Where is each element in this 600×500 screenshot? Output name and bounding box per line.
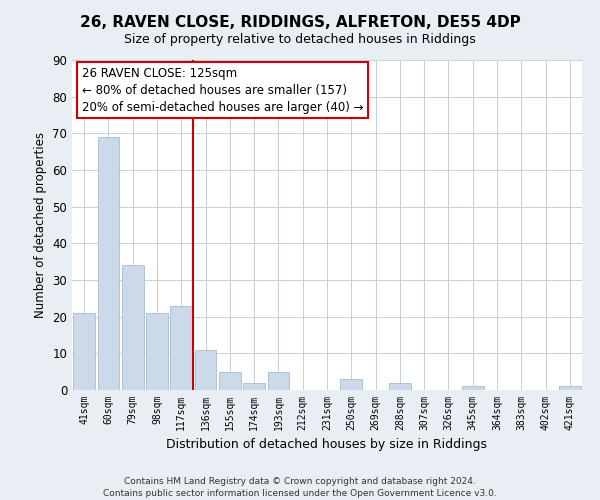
X-axis label: Distribution of detached houses by size in Riddings: Distribution of detached houses by size …	[167, 438, 487, 452]
Bar	[559, 386, 581, 390]
Bar	[73, 313, 95, 390]
Bar	[462, 386, 484, 390]
Text: 26 RAVEN CLOSE: 125sqm
← 80% of detached houses are smaller (157)
20% of semi-de: 26 RAVEN CLOSE: 125sqm ← 80% of detached…	[82, 66, 364, 114]
Bar	[194, 350, 217, 390]
Bar	[268, 372, 289, 390]
Text: Size of property relative to detached houses in Riddings: Size of property relative to detached ho…	[124, 32, 476, 46]
Bar	[170, 306, 192, 390]
Bar	[219, 372, 241, 390]
Bar	[340, 379, 362, 390]
Text: 26, RAVEN CLOSE, RIDDINGS, ALFRETON, DE55 4DP: 26, RAVEN CLOSE, RIDDINGS, ALFRETON, DE5…	[80, 15, 520, 30]
Y-axis label: Number of detached properties: Number of detached properties	[34, 132, 47, 318]
Bar	[122, 266, 143, 390]
Text: Contains HM Land Registry data © Crown copyright and database right 2024.
Contai: Contains HM Land Registry data © Crown c…	[103, 476, 497, 498]
Bar	[146, 313, 168, 390]
Bar	[389, 382, 411, 390]
Bar	[97, 137, 119, 390]
Bar	[243, 382, 265, 390]
